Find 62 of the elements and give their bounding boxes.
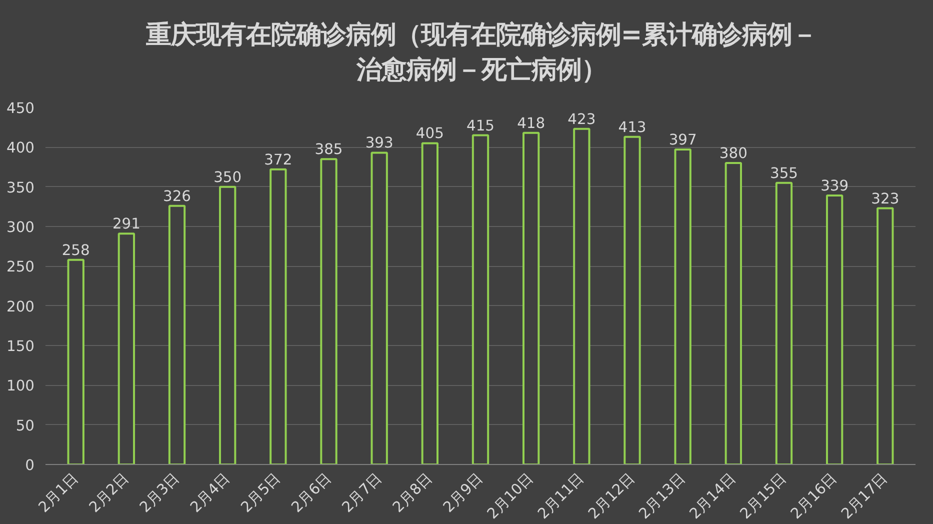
x-tick-label: 2月6日 — [288, 469, 335, 516]
x-tick-label: 2月12日 — [585, 469, 638, 523]
bar — [522, 132, 540, 464]
x-tick-label: 2月13日 — [636, 469, 689, 523]
x-tick-label: 2月14日 — [686, 469, 740, 523]
bar — [219, 186, 236, 464]
bar — [118, 232, 136, 464]
y-tick-label: 250 — [6, 258, 35, 276]
data-label: 393 — [365, 134, 394, 152]
bar — [724, 162, 742, 464]
x-tick-label: 2月1日 — [35, 469, 82, 516]
y-tick-label: 400 — [6, 140, 35, 157]
x-tick-label: 2月9日 — [440, 469, 487, 516]
data-label: 418 — [517, 114, 546, 132]
x-tick-label: 2月8日 — [390, 469, 436, 516]
y-tick-label: 0 — [25, 457, 35, 474]
y-tick-label: 300 — [6, 219, 35, 236]
data-label: 385 — [314, 141, 343, 158]
data-label: 291 — [112, 216, 140, 233]
y-tick-label: 150 — [6, 338, 35, 355]
data-label: 258 — [62, 242, 90, 259]
chart-title: 重庆现有在院确诊病例（现有在院确诊病例=累计确诊病例－治愈病例－死亡病例） — [145, 18, 818, 86]
x-tick-label: 2月17日 — [838, 469, 892, 523]
bar — [320, 158, 338, 464]
x-tick-label: 2月2日 — [86, 469, 132, 516]
x-tick-label: 2月10日 — [484, 469, 538, 523]
data-label: 380 — [719, 145, 748, 162]
bar — [472, 134, 490, 464]
data-label: 423 — [568, 110, 596, 128]
y-tick-label: 350 — [6, 179, 35, 196]
y-tick-label: 200 — [6, 298, 35, 316]
data-label: 415 — [466, 117, 494, 134]
bar — [370, 152, 388, 464]
x-tick-label: 2月7日 — [338, 469, 386, 516]
x-tick-label: 2月5日 — [238, 469, 284, 516]
bar — [775, 182, 793, 464]
bar — [826, 194, 844, 464]
x-tick-label: 2月3日 — [136, 469, 184, 516]
bar — [168, 204, 186, 464]
data-label: 355 — [770, 164, 798, 182]
bar — [270, 168, 287, 464]
bar — [573, 128, 590, 464]
y-tick-label: 50 — [16, 417, 35, 434]
data-label: 372 — [264, 151, 292, 168]
x-tick-label: 2月16日 — [788, 469, 841, 523]
data-label: 326 — [163, 188, 192, 205]
data-label: 350 — [214, 168, 242, 186]
x-tick-label: 2月11日 — [534, 469, 588, 523]
y-tick-label: 100 — [6, 378, 35, 395]
y-tick-label: 450 — [6, 100, 35, 117]
bar — [421, 142, 439, 464]
data-label: 397 — [668, 132, 697, 149]
data-label: 323 — [871, 190, 900, 208]
x-tick-label: 2月4日 — [187, 469, 234, 516]
bar — [624, 136, 641, 464]
data-label: 405 — [416, 125, 444, 142]
bar — [674, 148, 692, 464]
data-label: 339 — [820, 178, 849, 195]
x-tick-label: 2月15日 — [736, 469, 790, 523]
data-label: 413 — [618, 118, 646, 136]
bar — [67, 258, 84, 464]
bar — [876, 207, 894, 464]
